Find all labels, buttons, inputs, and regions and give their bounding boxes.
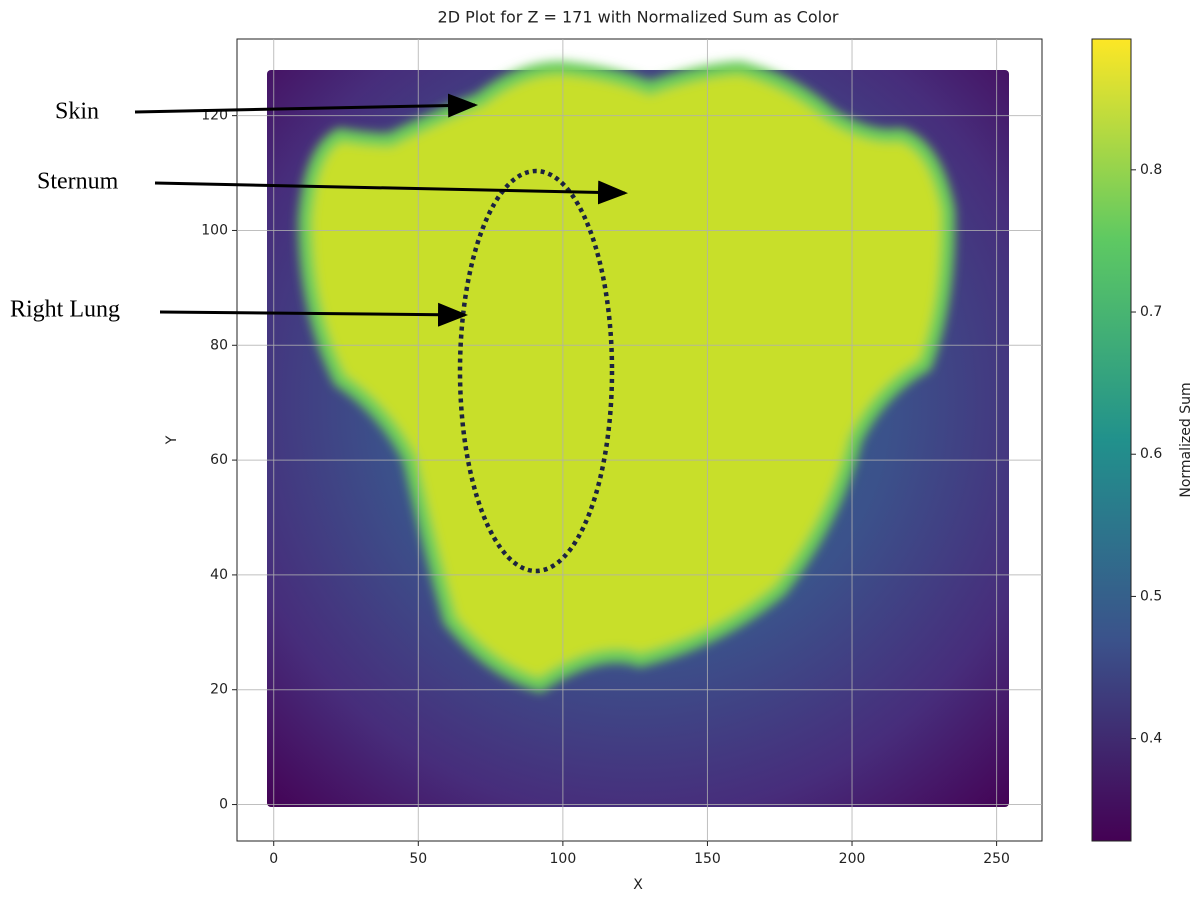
y-tick-label: 100 — [201, 222, 228, 238]
y-tick-label: 40 — [210, 567, 228, 583]
y-axis-label: Y — [164, 435, 180, 445]
y-tick-label: 0 — [219, 797, 228, 813]
x-tick-label: 100 — [550, 851, 577, 867]
x-tick-label: 50 — [409, 851, 427, 867]
arrow — [159, 302, 468, 327]
x-tick-label: 250 — [983, 851, 1010, 867]
annotation: Skin — [55, 99, 99, 125]
annotation: Sternum — [37, 169, 119, 195]
annotation: Right Lung — [10, 297, 120, 323]
colorbar-tick-label: 0.7 — [1140, 304, 1162, 320]
colorbar-tick-label: 0.6 — [1140, 446, 1162, 462]
arrow — [154, 180, 628, 205]
colorbar-tick-label: 0.5 — [1140, 588, 1162, 604]
x-axis-label: X — [633, 877, 643, 893]
chart-title: 2D Plot for Z = 171 with Normalized Sum … — [438, 8, 839, 27]
arrow — [134, 93, 478, 118]
x-tick-label: 200 — [839, 851, 866, 867]
colorbar-label: Normalized Sum — [1178, 382, 1194, 497]
colorbar-tick-label: 0.8 — [1140, 162, 1162, 178]
y-tick-label: 20 — [210, 682, 228, 698]
y-tick-label: 80 — [210, 337, 228, 353]
y-tick-label: 60 — [210, 452, 228, 468]
heatmap-body — [297, 60, 956, 693]
lung-outline — [457, 168, 615, 574]
colorbar — [1091, 38, 1132, 842]
x-tick-label: 0 — [269, 851, 278, 867]
colorbar-tick-label: 0.4 — [1140, 731, 1162, 747]
grid — [237, 39, 1042, 841]
x-tick-label: 150 — [694, 851, 721, 867]
